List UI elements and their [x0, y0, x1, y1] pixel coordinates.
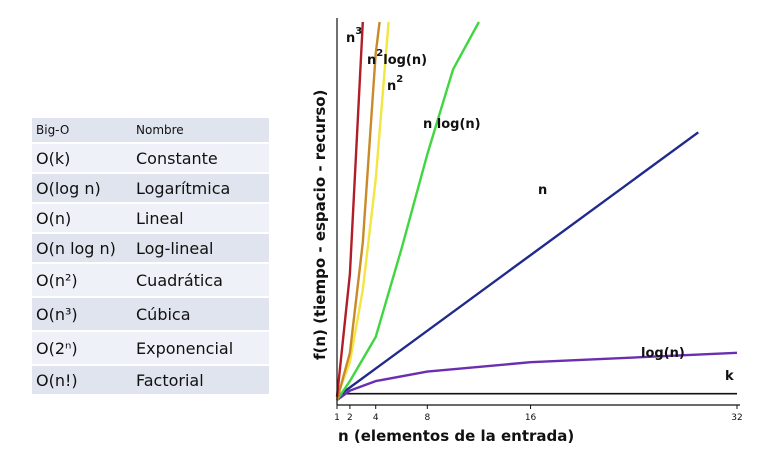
curve-label-logn: log(n)	[641, 346, 685, 361]
table-row: O(n log n) Log-lineal	[32, 234, 269, 264]
curve-label-n2log: n2log(n)	[367, 48, 427, 68]
name-cell: Factorial	[132, 366, 269, 396]
label-n2-sup: 2	[396, 74, 403, 85]
x-tick-label: 32	[731, 413, 742, 423]
series-line-n3	[335, 21, 364, 398]
name-cell: Log-lineal	[132, 234, 269, 264]
curve-label-n3: n3	[346, 26, 362, 46]
notation-cell: O(n)	[32, 204, 132, 234]
x-tick-label: 1	[334, 413, 340, 423]
x-tick-label: 4	[373, 413, 379, 423]
name-cell: Constante	[132, 144, 269, 174]
x-tick-label: 8	[424, 413, 430, 423]
curve-label-n2: n2	[387, 74, 403, 94]
notation-cell: O(n²)	[32, 264, 132, 298]
label-n2log-rest: log(n)	[383, 53, 427, 68]
notation-cell: O(n³)	[32, 298, 132, 332]
label-n2log-base: n	[367, 53, 376, 68]
curve-label-nlogn: n log(n)	[423, 117, 481, 132]
table-row: O(n!) Factorial	[32, 366, 269, 396]
name-cell: Exponencial	[132, 332, 269, 366]
curves-group	[335, 21, 738, 401]
name-cell: Logarítmica	[132, 174, 269, 204]
name-cell: Lineal	[132, 204, 269, 234]
x-tick-label: 16	[525, 413, 537, 423]
series-line-n-log-n-	[336, 21, 480, 401]
table-row: O(n) Lineal	[32, 204, 269, 234]
table-row: O(n²) Cuadrática	[32, 264, 269, 298]
table-row: O(k) Constante	[32, 144, 269, 174]
notation-cell: O(n!)	[32, 366, 132, 396]
x-tick-label: 2	[347, 413, 353, 423]
x-axis-title: n (elementos de la entrada)	[338, 427, 574, 445]
name-cell: Cuadrática	[132, 264, 269, 298]
series-line-n2log-n-	[335, 21, 381, 401]
series-line-n2	[335, 21, 390, 398]
header-nombre: Nombre	[132, 118, 269, 144]
notation-cell: O(k)	[32, 144, 132, 174]
notation-cell: O(2ⁿ)	[32, 332, 132, 366]
curve-label-k: k	[725, 369, 734, 384]
table-row: O(2ⁿ) Exponencial	[32, 332, 269, 366]
x-ticks-group: 1 2 4 8 16 32	[334, 405, 743, 423]
label-n2-base: n	[387, 79, 396, 94]
table-header-row: Big-O Nombre	[32, 118, 269, 144]
series-line-n	[336, 131, 700, 398]
series-line-log-n-	[336, 351, 738, 401]
table-row: O(n³) Cúbica	[32, 298, 269, 332]
header-big-o: Big-O	[32, 118, 132, 144]
big-o-table: Big-O Nombre O(k) Constante O(log n) Log…	[32, 118, 269, 396]
notation-cell: O(n log n)	[32, 234, 132, 264]
table-row: O(log n) Logarítmica	[32, 174, 269, 204]
y-axis-title: f(n) (tiempo - espacio - recurso)	[311, 90, 329, 360]
name-cell: Cúbica	[132, 298, 269, 332]
label-n3-base: n	[346, 31, 355, 46]
label-n3-sup: 3	[355, 26, 362, 37]
curve-label-n: n	[538, 183, 547, 198]
notation-cell: O(log n)	[32, 174, 132, 204]
label-n2log-sup: 2	[376, 48, 383, 59]
